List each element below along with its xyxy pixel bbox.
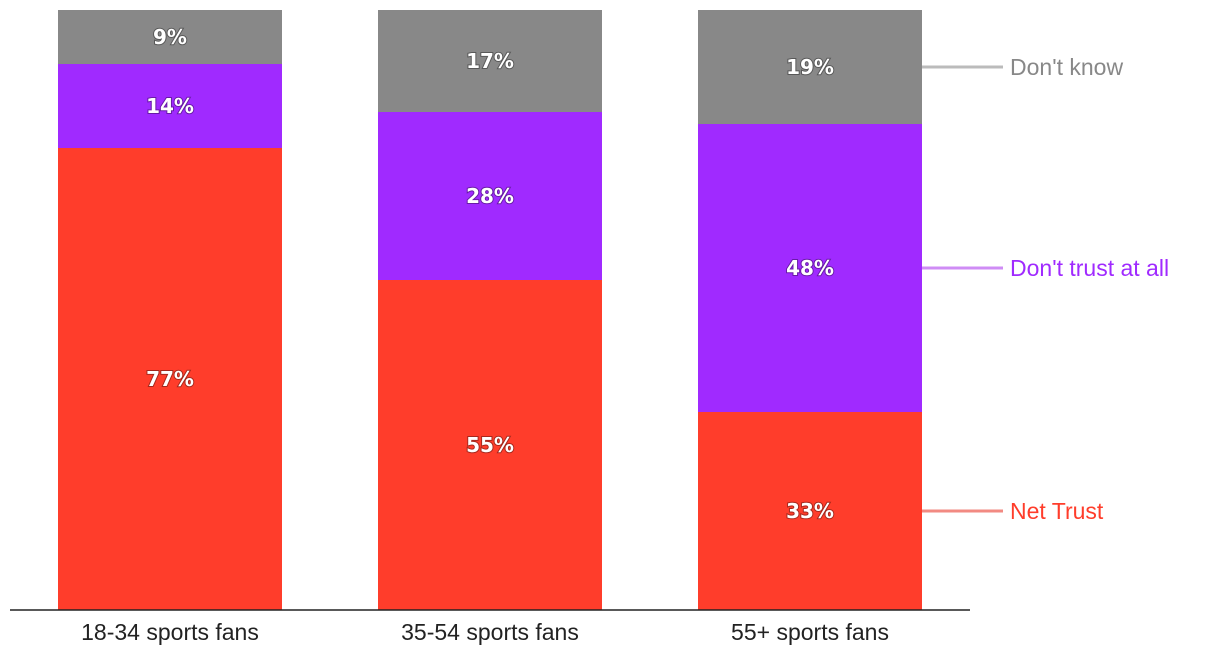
legend: Net Trust Don't trust at all Don't know [922,54,1169,524]
data-label-don-t-trust-at-all-2: 28% [466,184,514,208]
category-label-1: 18-34 sports fans [81,619,259,645]
data-label-don-t-trust-at-all-1: 14% [146,94,194,118]
bar-don-t-trust-at-all-3 [698,124,922,412]
bar-don-t-know-3 [698,10,922,124]
data-label-net-trust-1: 77% [146,367,194,391]
bar-don-t-trust-at-all-1 [58,64,282,148]
data-label-net-trust-3: 33% [786,499,834,523]
bar-net-trust-2 [378,280,602,610]
data-label-don-t-know-2: 17% [466,49,514,73]
data-label-don-t-know-1: 9% [153,25,187,49]
bar-net-trust-3 [698,412,922,610]
legend-label-don-t-trust-at-all: Don't trust at all [1010,255,1169,281]
legend-label-net-trust: Net Trust [1010,498,1104,524]
data-label-don-t-trust-at-all-3: 48% [786,256,834,280]
category-label-3: 55+ sports fans [731,619,889,645]
bar-net-trust-1 [58,148,282,610]
segment-labels-group: 77% 14% 9% 55% 28% 17% 33% 48% 19% [145,24,835,524]
data-label-net-trust-2: 55% [466,433,514,457]
category-labels-group: 18-34 sports fans 35-54 sports fans 55+ sp… [81,619,889,645]
bar-don-t-know-1 [58,10,282,64]
data-label-don-t-know-3: 19% [786,55,834,79]
bar-don-t-know-2 [378,10,602,112]
category-label-2: 35-54 sports fans [401,619,579,645]
bars-group [58,10,922,610]
bar-don-t-trust-at-all-2 [378,112,602,280]
legend-label-don-t-know: Don't know [1010,54,1123,80]
